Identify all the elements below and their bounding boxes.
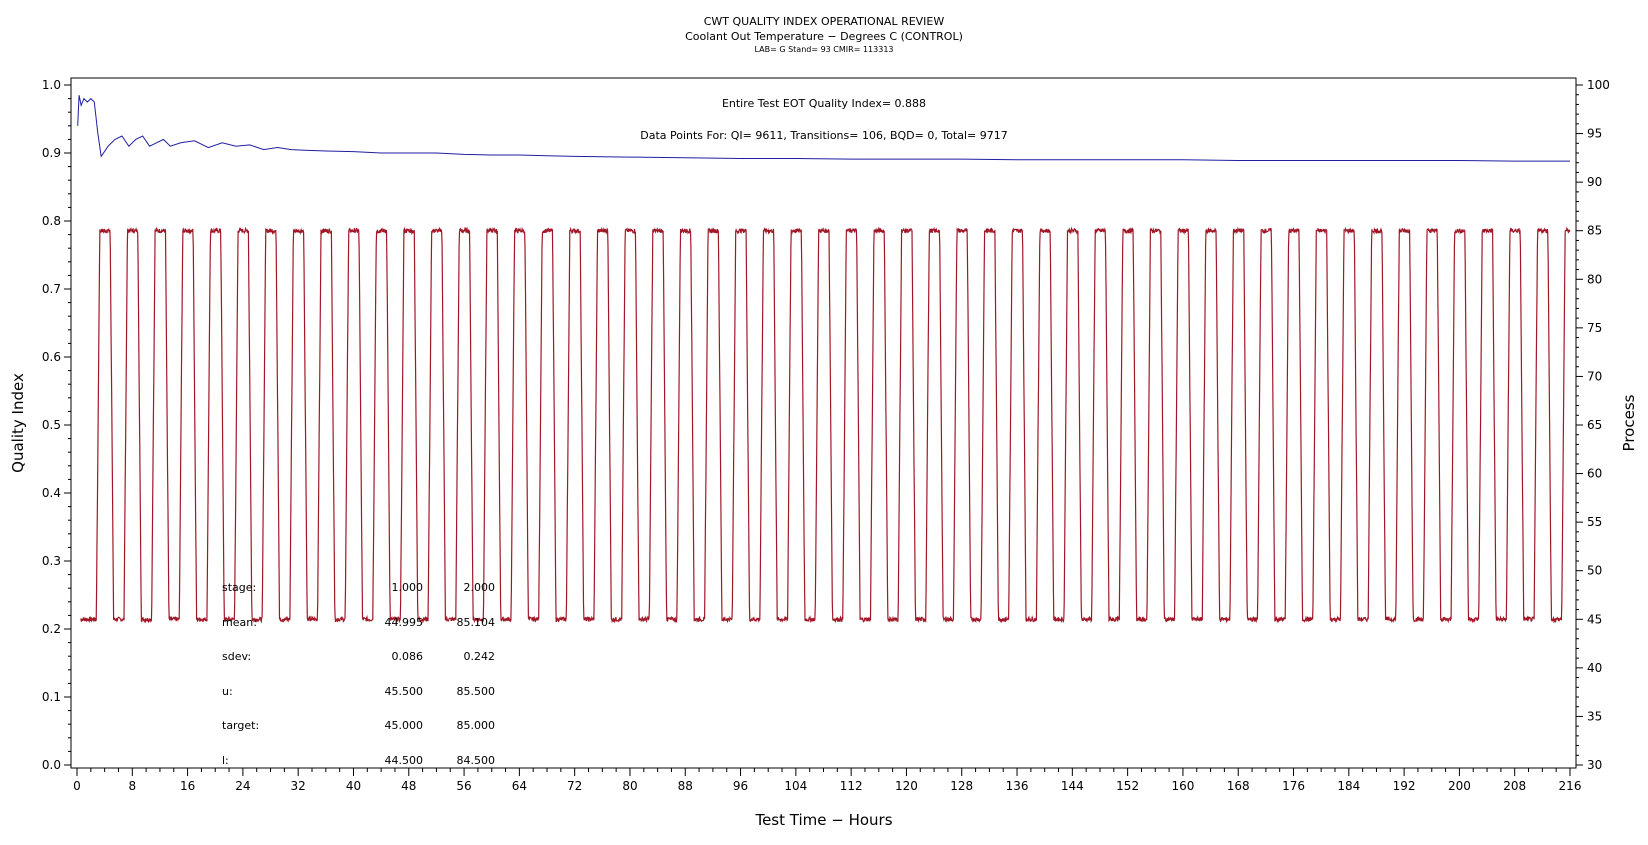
x-tick-label: 40: [346, 779, 361, 793]
series-line-quality-index: [77, 95, 1570, 162]
stats-value: 0.242: [464, 650, 496, 663]
stats-value: 44.995: [385, 616, 424, 629]
series-line-process: [80, 226, 1571, 624]
x-tick-label: 152: [1116, 779, 1139, 793]
x-tick-label: 144: [1061, 779, 1084, 793]
stats-table: stage: 1.000 2.000 mean: 44.995 85.104 s…: [222, 581, 495, 767]
x-tick-label: 160: [1171, 779, 1194, 793]
y2-tick-label: 75: [1587, 321, 1602, 335]
stats-value: 84.500: [457, 754, 496, 767]
stats-value: 85.000: [457, 719, 496, 732]
y-axis-label: Quality Index: [9, 373, 27, 473]
x-tick-label: 208: [1503, 779, 1526, 793]
y2-tick-label: 65: [1587, 418, 1602, 432]
y2-tick-label: 85: [1587, 224, 1602, 238]
chart-subtitle: Coolant Out Temperature − Degrees C (CON…: [685, 30, 963, 43]
x-tick-label: 32: [291, 779, 306, 793]
y-tick-label: 0.2: [42, 622, 61, 636]
stats-value: 85.104: [457, 616, 496, 629]
x-tick-label: 184: [1337, 779, 1360, 793]
x-tick-label: 80: [622, 779, 637, 793]
x-tick-label: 136: [1006, 779, 1029, 793]
x-tick-label: 168: [1227, 779, 1250, 793]
x-tick-label: 24: [235, 779, 250, 793]
y-tick-label: 1.0: [42, 78, 61, 92]
stats-value: 85.500: [457, 685, 496, 698]
y2-tick-label: 60: [1587, 467, 1602, 481]
x-tick-label: 104: [784, 779, 807, 793]
y-axis-ticks: 0.0 0.1 0.2 0.3 0.4 0.5 0.6 0.7 0.8 0.9 1.0: [42, 78, 71, 772]
stats-label-l: l:: [222, 754, 229, 767]
stats-label-target: target:: [222, 719, 259, 732]
plot-frame: [70, 77, 1577, 769]
x-tick-label: 120: [895, 779, 918, 793]
y2-tick-label: 100: [1587, 78, 1610, 92]
x-tick-label: 192: [1393, 779, 1416, 793]
y-tick-label: 0.6: [42, 350, 61, 364]
y-tick-label: 0.5: [42, 418, 61, 432]
stats-value: 1.000: [392, 581, 424, 594]
y-tick-label: 0.1: [42, 690, 61, 704]
y-tick-label: 0.9: [42, 146, 61, 160]
y2-tick-label: 90: [1587, 175, 1602, 189]
chart-subtitle-lab: LAB= G Stand= 93 CMIR= 113313: [754, 45, 893, 54]
info-quality-index: Entire Test EOT Quality Index= 0.888: [722, 97, 926, 110]
y2-tick-label: 95: [1587, 127, 1602, 141]
chart-title: CWT QUALITY INDEX OPERATIONAL REVIEW: [704, 15, 945, 28]
y2-tick-label: 35: [1587, 709, 1602, 723]
stats-label-mean: mean:: [222, 616, 257, 629]
y2-tick-label: 45: [1587, 612, 1602, 626]
x-tick-label: 128: [950, 779, 973, 793]
x-tick-label: 48: [401, 779, 416, 793]
x-tick-label: 0: [73, 779, 81, 793]
stats-label-sdev: sdev:: [222, 650, 251, 663]
y2-tick-label: 80: [1587, 272, 1602, 286]
x-tick-label: 96: [733, 779, 748, 793]
x-tick-label: 72: [567, 779, 582, 793]
info-data-points: Data Points For: QI= 9611, Transitions= …: [640, 129, 1008, 142]
y-tick-label: 0.4: [42, 486, 61, 500]
y-tick-label: 0.8: [42, 214, 61, 228]
x-tick-label: 88: [678, 779, 693, 793]
x-tick-label: 8: [128, 779, 136, 793]
y-tick-label: 0.3: [42, 554, 61, 568]
stats-value: 2.000: [464, 581, 496, 594]
stats-label-stage: stage:: [222, 581, 256, 594]
stats-value: 45.500: [385, 685, 424, 698]
y2-tick-label: 40: [1587, 661, 1602, 675]
y2-tick-label: 55: [1587, 515, 1602, 529]
y2-axis-label: Process: [1620, 394, 1638, 451]
y2-tick-label: 30: [1587, 758, 1602, 772]
x-axis-ticks: 0 8 16 24 32 40 48 56 64 72 80 88 96 104 112 120 128 136 1…: [73, 768, 1581, 793]
stats-label-u: u:: [222, 685, 233, 698]
x-tick-label: 64: [512, 779, 527, 793]
x-tick-label: 200: [1448, 779, 1471, 793]
stats-value: 0.086: [392, 650, 424, 663]
y2-tick-label: 70: [1587, 369, 1602, 383]
x-tick-label: 16: [180, 779, 195, 793]
x-tick-label: 56: [456, 779, 471, 793]
x-tick-label: 112: [840, 779, 863, 793]
y2-tick-label: 50: [1587, 564, 1602, 578]
y-tick-label: 0.7: [42, 282, 61, 296]
stats-value: 44.500: [385, 754, 424, 767]
y2-axis-ticks: 30 35 40 45 50 55 60 65 70 75 80 85 90 95 100: [1576, 78, 1610, 772]
y-tick-label: 0.0: [42, 758, 61, 772]
stats-value: 45.000: [385, 719, 424, 732]
x-tick-label: 176: [1282, 779, 1305, 793]
x-tick-label: 216: [1559, 779, 1582, 793]
x-axis-label: Test Time − Hours: [754, 811, 892, 829]
